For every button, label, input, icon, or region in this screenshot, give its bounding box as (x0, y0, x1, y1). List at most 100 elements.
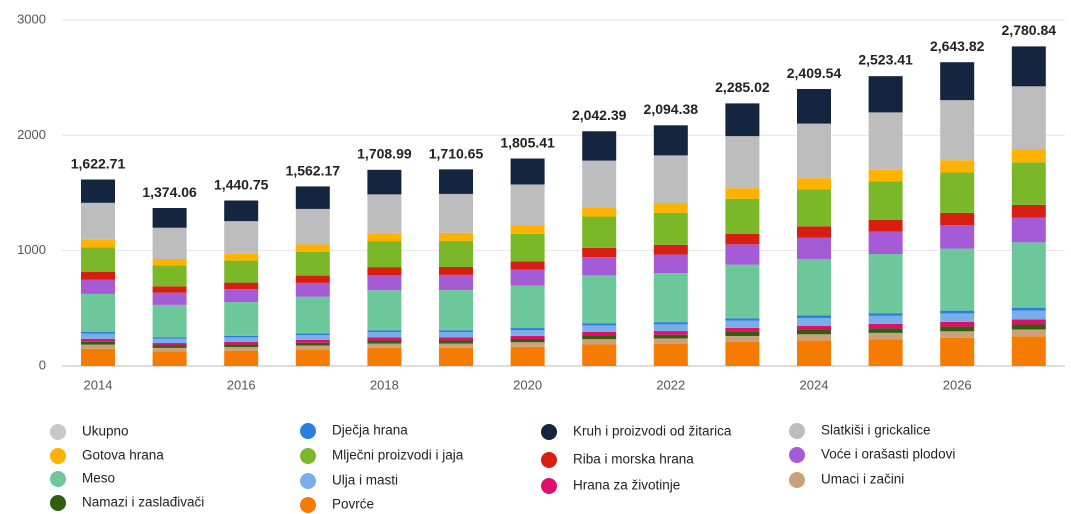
bar-segment (868, 76, 903, 113)
bar-segment (510, 330, 545, 336)
bar-segment (367, 194, 402, 234)
bar-segment (725, 341, 760, 366)
bar-segment (653, 273, 688, 323)
bar-segment (224, 344, 259, 348)
bar-segment (295, 208, 330, 245)
total-label: 1,805.41 (500, 134, 555, 150)
bar-segment (725, 320, 760, 328)
bar-segment (797, 258, 831, 316)
legend-label: Ukupno (82, 424, 129, 439)
bar-segment (81, 272, 115, 280)
bar-segment (510, 342, 545, 347)
legend-label: Povrće (332, 497, 374, 512)
bar-segment (152, 347, 187, 352)
bar-segment (725, 327, 760, 332)
legend-marker (789, 447, 805, 463)
legend-label: Dječja hrana (332, 423, 408, 438)
bar-segment (940, 248, 975, 311)
bar-segment (439, 169, 473, 194)
legend-marker (541, 452, 557, 468)
bar-segment (1011, 242, 1046, 308)
bar-segment (367, 343, 402, 348)
bar-segment (224, 260, 259, 283)
bar-segment (868, 328, 903, 333)
y-tick-label: 3000 (17, 11, 46, 26)
bar-segment (152, 343, 187, 346)
bar-segment (1011, 46, 1046, 87)
bar-segment (439, 337, 473, 341)
total-label: 2,042.39 (572, 107, 627, 123)
bar-segment (439, 290, 473, 331)
legend-label: Voće i orašasti plodovi (821, 447, 955, 462)
bar-segment (868, 169, 903, 182)
bar-segment (797, 237, 831, 259)
bar-segment (224, 289, 259, 303)
bar-segment (439, 240, 473, 267)
bar-segment (1011, 86, 1046, 150)
bar-segment (653, 338, 688, 344)
total-label: 1,708.99 (357, 146, 412, 162)
legend-label: Hrana za životinje (573, 478, 680, 493)
bar-segment (295, 334, 330, 340)
bar-segment (940, 212, 975, 226)
legend-marker (300, 497, 316, 513)
bar-segment (940, 313, 975, 322)
bar-segment (81, 202, 115, 240)
legend-label: Kruh i proizvodi od žitarica (573, 424, 732, 439)
bar-segment (797, 123, 831, 179)
bar-segment (725, 244, 760, 265)
total-label: 2,285.02 (715, 79, 770, 95)
bar-segment (868, 339, 903, 366)
bar-segment (940, 310, 975, 314)
legend-marker (50, 495, 66, 511)
legend-label: Riba i morska hrana (573, 452, 694, 467)
bar-segment (725, 318, 760, 321)
bar-segment (868, 254, 903, 314)
bar-segment (868, 112, 903, 170)
bar-segment (940, 321, 975, 327)
bar-segment (367, 169, 402, 195)
bar-segment (653, 155, 688, 204)
bar-segment (653, 254, 688, 274)
bar-segment (725, 233, 760, 245)
bar-segment (224, 302, 259, 336)
bar-segment (1011, 336, 1046, 366)
bar-segment (81, 348, 115, 366)
legend-marker (789, 423, 805, 439)
bar-segment (367, 267, 402, 276)
x-tick-label: 2022 (656, 377, 685, 392)
total-label: 1,562.17 (286, 163, 341, 179)
total-label: 2,780.84 (1002, 22, 1057, 38)
bar-segment (439, 340, 473, 344)
bar-segment (295, 333, 330, 335)
bar-segment (653, 125, 688, 156)
bar-segment (295, 339, 330, 343)
bar-segment (152, 345, 187, 348)
bar-segment (868, 231, 903, 255)
bar-segment (295, 296, 330, 334)
bar-segment (81, 179, 115, 203)
bar-segment (152, 227, 187, 259)
bar-segment (224, 350, 259, 366)
bar-segment (797, 325, 831, 331)
x-tick-label: 2016 (227, 377, 256, 392)
bar-segment (797, 315, 831, 319)
bar-segment (439, 330, 473, 333)
bar-segment (510, 285, 545, 329)
bar-segment (152, 304, 187, 338)
legend-marker (50, 471, 66, 487)
x-tick-label: 2024 (800, 377, 829, 392)
bar-segment (582, 323, 617, 326)
y-tick-label: 1000 (17, 242, 46, 257)
bar-segment (439, 347, 473, 366)
bar-segment (868, 313, 903, 316)
bar-segment (367, 340, 402, 344)
bar-segment (367, 275, 402, 291)
bar-segment (797, 226, 831, 238)
legend-label: Umaci i začini (821, 472, 904, 487)
bar-segment (653, 334, 688, 339)
bar-segment (367, 330, 402, 333)
bar-segment (582, 339, 617, 345)
bar-segment (152, 338, 187, 344)
bar-segment (81, 341, 115, 345)
